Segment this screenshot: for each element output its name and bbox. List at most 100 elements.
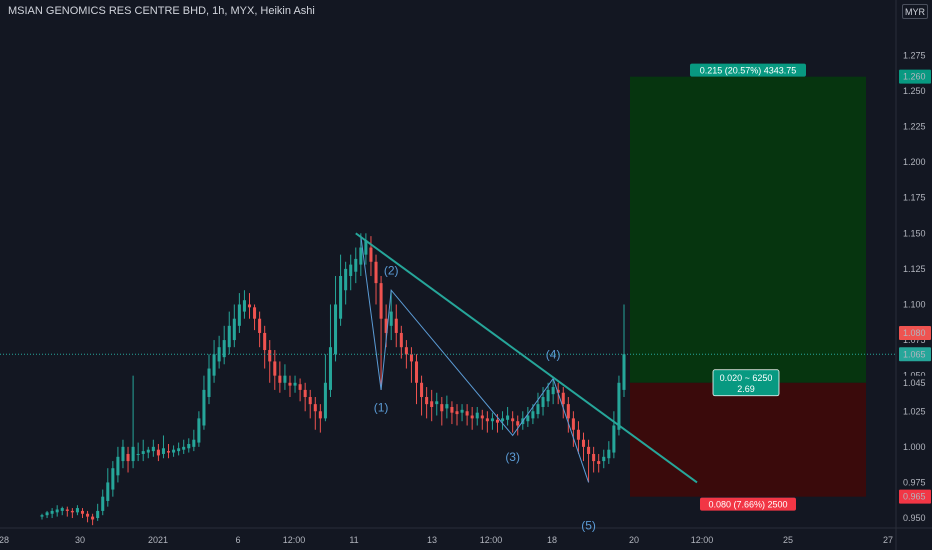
profit-label: 0.215 (20.57%) 4343.75 bbox=[700, 66, 797, 76]
candle-body bbox=[617, 382, 621, 430]
x-tick-label: 30 bbox=[75, 535, 85, 545]
candle-body bbox=[597, 461, 601, 464]
y-tick-label: 1.125 bbox=[903, 264, 926, 274]
candle-body bbox=[414, 361, 419, 383]
candle-body bbox=[283, 375, 287, 383]
candle-body bbox=[303, 389, 307, 398]
candle-body bbox=[156, 449, 160, 456]
candle-body bbox=[571, 418, 575, 430]
candle-body bbox=[511, 418, 515, 422]
price-tag bbox=[899, 325, 931, 340]
x-tick-label: 12:00 bbox=[480, 535, 503, 545]
candle-body bbox=[435, 401, 439, 405]
position-center-box bbox=[712, 369, 780, 397]
price-tag-label: 0.965 bbox=[903, 492, 926, 502]
position-center-label-2: 2.69 bbox=[737, 384, 755, 394]
x-tick-label: 12:00 bbox=[283, 535, 306, 545]
x-tick-label: 13 bbox=[427, 535, 437, 545]
candle-body bbox=[354, 258, 358, 272]
candle-body bbox=[298, 384, 302, 390]
candle-body bbox=[420, 382, 424, 398]
candle-body bbox=[526, 415, 530, 422]
wave-label: (4) bbox=[546, 348, 561, 362]
profit-zone bbox=[630, 76, 866, 383]
candle-body bbox=[561, 392, 565, 405]
candle-body bbox=[136, 453, 140, 455]
y-tick-label: 1.150 bbox=[903, 228, 926, 238]
candle-body bbox=[339, 276, 343, 319]
candle-body bbox=[531, 411, 535, 419]
candle-body bbox=[440, 404, 444, 412]
candle-body bbox=[141, 451, 145, 454]
x-tick-label: 6 bbox=[235, 535, 240, 545]
candle-body bbox=[581, 439, 586, 447]
candle-body bbox=[278, 375, 282, 383]
candle-body bbox=[612, 425, 616, 453]
candle-body bbox=[318, 411, 322, 419]
loss-zone bbox=[630, 382, 866, 497]
loss-label: 0.080 (7.66%) 2500 bbox=[708, 500, 787, 510]
candle-body bbox=[490, 418, 494, 422]
candle-body bbox=[258, 318, 262, 333]
candle-body bbox=[445, 404, 449, 409]
candle-body bbox=[288, 382, 292, 386]
candle-body bbox=[227, 325, 231, 348]
candle-body bbox=[602, 456, 606, 462]
candle-body bbox=[232, 318, 236, 341]
x-tick-label: 12:00 bbox=[691, 535, 714, 545]
candle-body bbox=[344, 268, 348, 291]
candle-body bbox=[151, 446, 155, 452]
candle-body bbox=[263, 332, 267, 351]
currency-button[interactable]: MYR bbox=[902, 4, 928, 19]
candle-body bbox=[273, 361, 277, 376]
candle-body bbox=[308, 397, 312, 405]
candle-body bbox=[45, 512, 49, 516]
y-tick-label: 1.025 bbox=[903, 406, 926, 416]
candle-body bbox=[475, 412, 479, 419]
candle-body bbox=[80, 510, 85, 514]
y-tick-label: 0.975 bbox=[903, 477, 926, 487]
candle-body bbox=[364, 240, 368, 255]
candle-body bbox=[546, 389, 550, 402]
candle-body bbox=[111, 468, 115, 490]
candle-body bbox=[465, 411, 469, 416]
candle-body bbox=[172, 449, 176, 453]
x-tick-label: 28 bbox=[0, 535, 9, 545]
price-tag-label: 1.260 bbox=[903, 72, 926, 82]
trendline bbox=[355, 232, 698, 484]
candle-body bbox=[161, 448, 165, 454]
candle-body bbox=[177, 448, 181, 452]
candle-body bbox=[121, 446, 125, 462]
candle-body bbox=[359, 247, 363, 265]
candle-body bbox=[65, 509, 69, 511]
candle-body bbox=[106, 482, 110, 501]
price-tag-label: 1.065 bbox=[903, 349, 926, 359]
candle-body bbox=[551, 387, 555, 395]
candle-body bbox=[192, 439, 196, 447]
candle-body bbox=[253, 307, 257, 319]
candle-body bbox=[91, 516, 95, 520]
candle-body bbox=[70, 510, 74, 513]
candle-body bbox=[384, 318, 388, 333]
candle-body bbox=[268, 350, 272, 362]
loss-label-box bbox=[700, 497, 796, 511]
candle-body bbox=[207, 368, 211, 398]
candle-body bbox=[182, 446, 186, 450]
x-tick-label: 25 bbox=[783, 535, 793, 545]
candle-body bbox=[409, 354, 413, 362]
candle-body bbox=[394, 318, 398, 333]
elliott-wave-line bbox=[360, 236, 590, 483]
price-tag bbox=[899, 69, 931, 84]
candle-body bbox=[495, 419, 499, 423]
profit-label-box bbox=[690, 63, 806, 77]
candle-body bbox=[349, 264, 353, 276]
price-tag bbox=[899, 347, 931, 362]
candle-body bbox=[566, 404, 570, 419]
candle-body bbox=[247, 304, 252, 308]
candle-body bbox=[430, 401, 434, 407]
candle-body bbox=[313, 404, 317, 412]
candle-body bbox=[506, 415, 510, 420]
y-tick-label: 0.950 bbox=[903, 513, 926, 523]
candle-body bbox=[126, 453, 130, 462]
